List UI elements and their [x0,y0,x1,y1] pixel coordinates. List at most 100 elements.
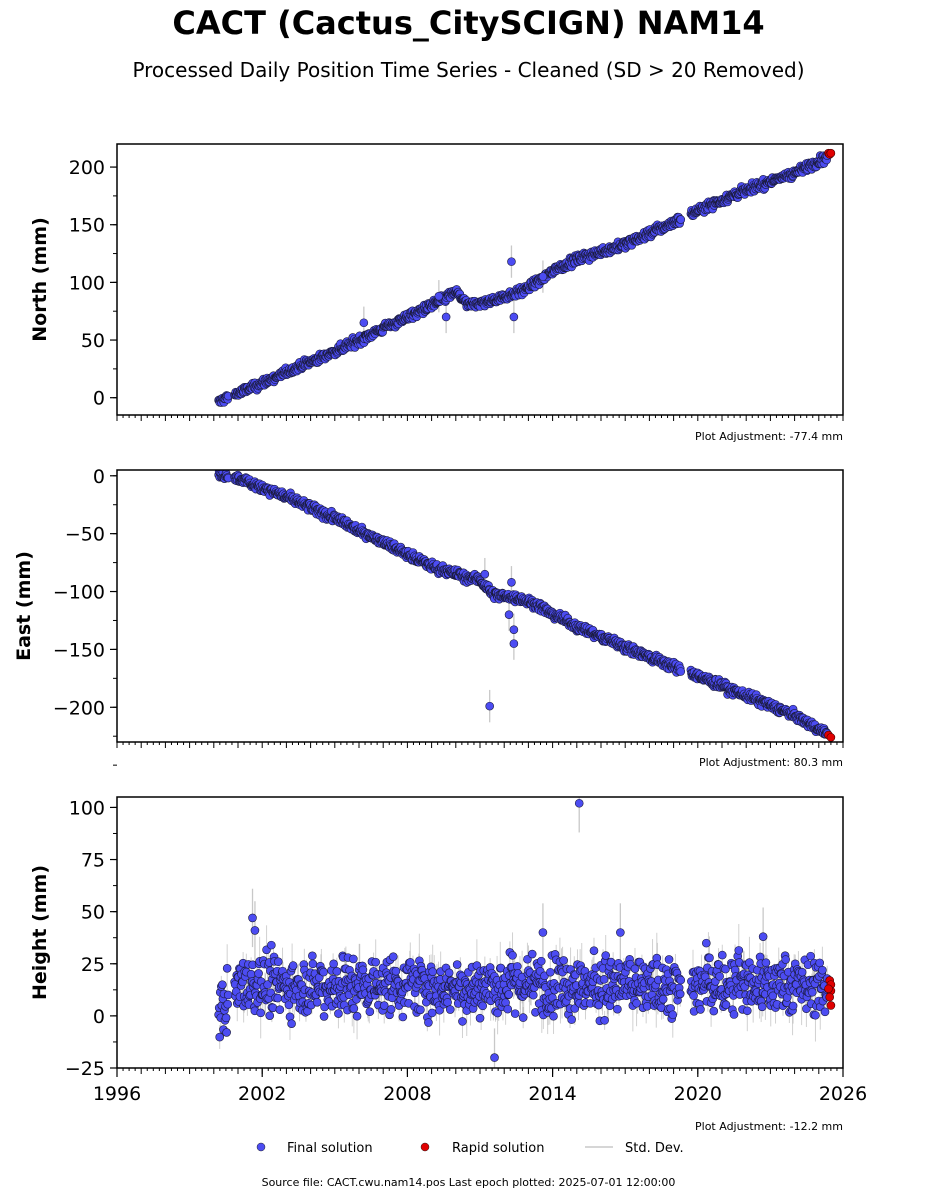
final-point [797,967,807,977]
final-point [222,964,232,973]
final-point [358,965,368,975]
final-point [490,1053,499,1062]
rapid-point [826,733,836,742]
final-point [250,926,260,935]
final-point [658,994,668,1004]
chart-subtitle: Processed Daily Position Time Series - C… [132,58,805,82]
final-point [594,1000,604,1010]
final-point [308,951,317,961]
plot-adjustment-note: Plot Adjustment: 80.3 mm [699,756,843,769]
final-point [445,1005,455,1014]
final-point [559,956,568,965]
y-tick-label: 200 [69,157,105,179]
rapid-point [826,148,836,158]
final-point [518,1013,528,1022]
final-point [758,932,768,941]
final-point [215,1032,225,1042]
final-point [546,967,555,977]
y-axis-label: North (mm) [29,217,51,342]
final-point [717,950,727,960]
final-point [676,215,686,224]
final-point [509,639,519,648]
final-point [599,975,609,984]
final-point [332,967,342,976]
rapid-solution-points [824,976,836,1010]
final-point [334,1009,343,1018]
final-point [538,928,548,937]
final-point [613,1004,622,1014]
stddev-bars [218,797,828,1068]
final-point [480,569,490,579]
final-point [632,998,641,1008]
final-point [616,928,625,937]
y-tick-label: −50 [65,524,105,546]
final-point [218,980,227,989]
plot-area [214,470,836,742]
final-point [507,257,516,266]
final-point [664,955,674,964]
final-point [788,1001,798,1011]
final-point [676,667,686,676]
final-point [668,1010,678,1020]
final-point [675,989,685,999]
final-point [221,1013,231,1023]
final-point [820,1007,830,1017]
final-point [424,1018,433,1027]
final-point [781,955,790,964]
final-point [371,957,380,967]
final-point [527,949,537,959]
rapid-solution-points [824,730,836,742]
final-point [435,1005,444,1015]
final-point [273,957,283,967]
final-point [319,1012,329,1021]
final-point [386,1004,396,1014]
final-point [528,990,538,1000]
final-point [601,951,610,960]
final-point [743,1006,752,1016]
final-point [811,1010,820,1020]
final-point [757,1002,767,1012]
final-point [319,967,328,977]
final-point [815,958,825,968]
final-point [349,1004,359,1013]
final-point [452,960,462,969]
final-point [485,701,494,711]
final-point [689,991,698,1000]
final-point [388,952,398,962]
panel-2: 0 −50 −100 −150 −200 East (mm) Plot Adjustment… [13,466,844,769]
final-point [444,968,454,978]
final-point [508,951,517,960]
final-point [513,962,522,971]
final-point [379,1001,389,1010]
final-point [248,913,257,923]
final-point [702,938,711,948]
final-point [391,966,401,976]
final-point [509,625,519,635]
final-point [504,610,514,619]
final-point [536,956,546,966]
final-point [507,577,516,587]
final-point [510,1009,520,1018]
y-axis-label: East (mm) [13,551,35,661]
final-point [721,964,730,974]
final-point [428,967,437,976]
y-ticks: 0 50 100 150 200 [69,157,117,410]
panels: 0 50 100 150 200 North (mm) Plot Adjustment: -… [13,143,867,1133]
y-tick-label: −150 [53,639,105,661]
final-point [406,958,415,967]
rapid-solution-points [824,148,836,159]
final-point [807,987,817,997]
y-tick-label: 150 [69,215,105,237]
final-point [416,1005,425,1015]
final-point [549,1011,558,1021]
plot-frame [116,143,844,416]
final-point [263,980,272,989]
final-point [287,1019,296,1028]
final-point [441,312,451,322]
final-point [267,940,276,950]
final-point [223,990,233,1000]
final-point [443,998,452,1007]
panel-1: 0 50 100 150 200 North (mm) Plot Adjustment: -… [29,143,844,443]
final-point [256,1008,265,1018]
